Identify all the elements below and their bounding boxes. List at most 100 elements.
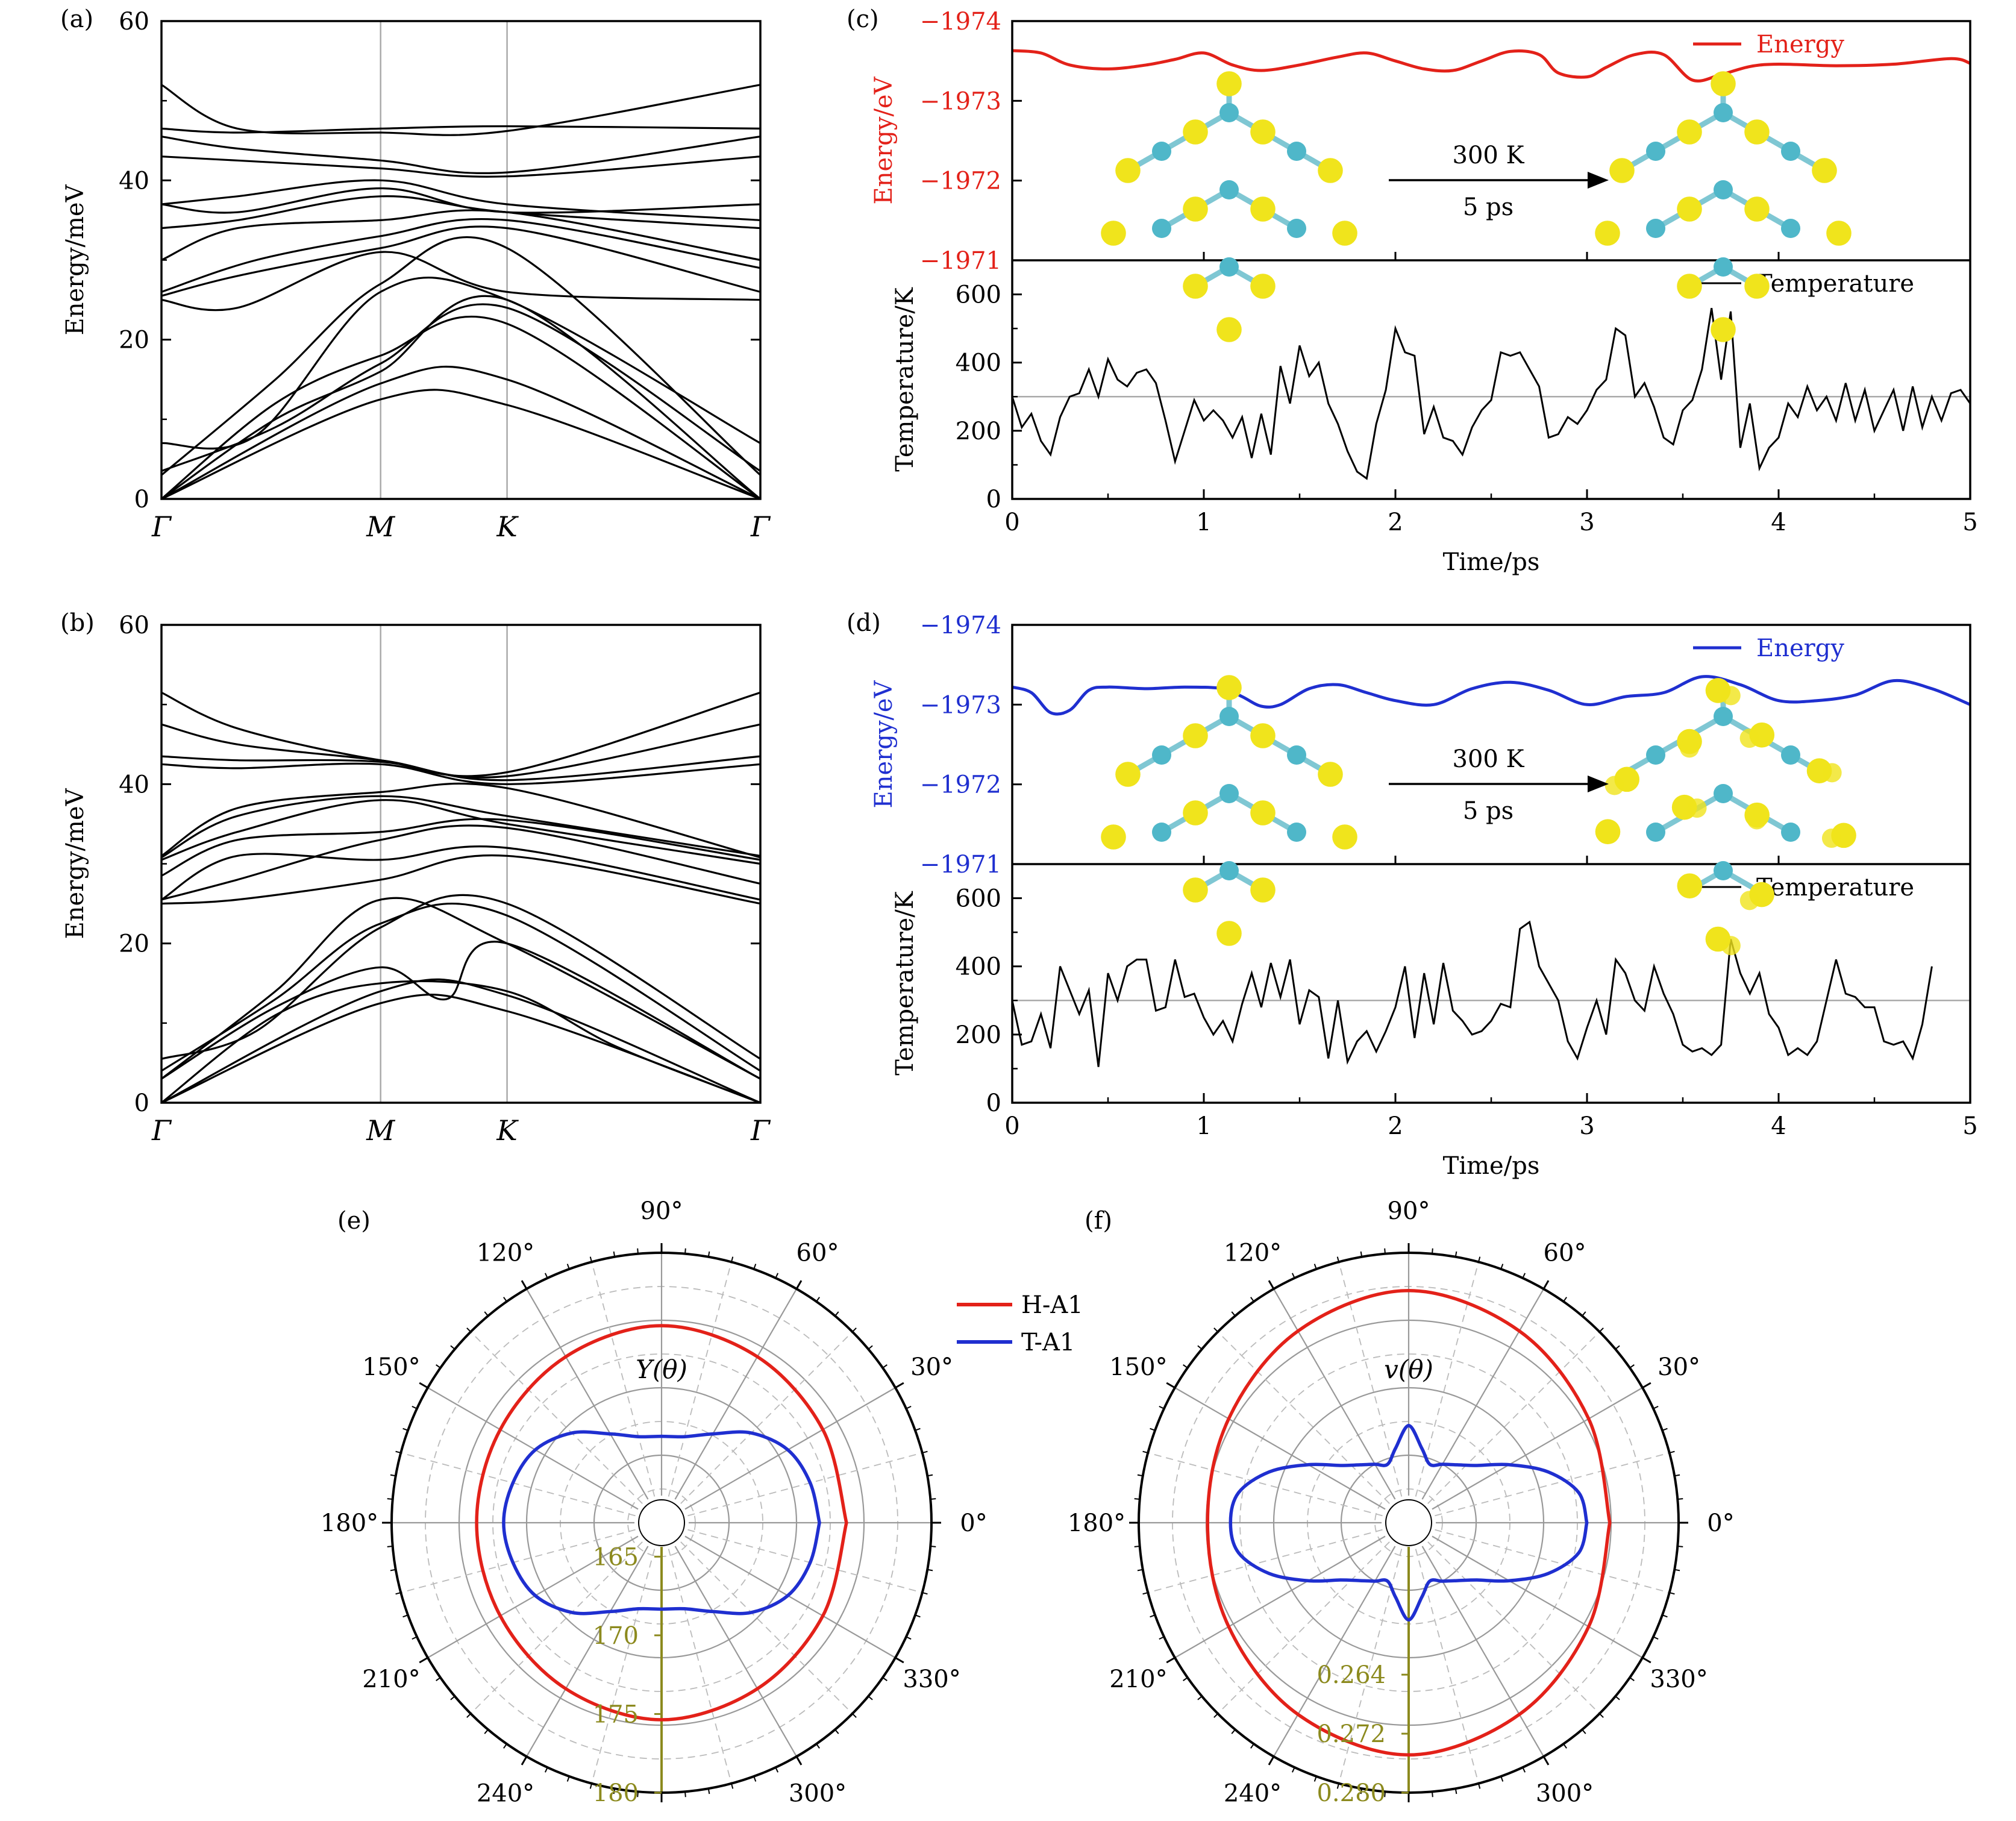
angle-minor-tick bbox=[753, 1776, 757, 1782]
angle-minor-tick bbox=[412, 1636, 418, 1640]
angle-minor-tick bbox=[412, 1405, 418, 1409]
chalcogen-atom bbox=[1183, 877, 1208, 903]
angle-minor-tick bbox=[753, 1264, 757, 1270]
polar-spoke bbox=[1174, 1535, 1386, 1658]
phonon-band-12 bbox=[161, 799, 761, 865]
angle-minor-tick bbox=[775, 1273, 779, 1279]
angle-minor-tick bbox=[1653, 1636, 1659, 1640]
panel-label: (c) bbox=[847, 5, 879, 33]
temperature-tick-label: 0 bbox=[986, 486, 1001, 513]
angle-minor-tick bbox=[1291, 1767, 1295, 1773]
angle-minor-tick bbox=[1500, 1776, 1504, 1782]
angle-tick bbox=[1642, 1656, 1651, 1664]
phonon-band-14 bbox=[161, 782, 761, 859]
panel-label: (b) bbox=[60, 609, 95, 637]
angle-minor-tick bbox=[922, 1591, 928, 1595]
chalcogen-atom bbox=[1721, 936, 1741, 956]
x-tick-label: K bbox=[496, 510, 519, 543]
angle-minor-tick bbox=[1142, 1450, 1148, 1454]
phonon-band-8 bbox=[161, 251, 761, 312]
phonon-band-7 bbox=[160, 236, 762, 476]
chalcogen-atom bbox=[1821, 829, 1841, 848]
angle-minor-tick bbox=[1250, 1743, 1254, 1749]
angle-minor-tick bbox=[1669, 1591, 1675, 1595]
chalcogen-atom bbox=[1332, 824, 1357, 850]
temperature-tick-label: 400 bbox=[956, 953, 1001, 981]
metal-atom bbox=[1781, 142, 1800, 161]
angle-tick bbox=[1542, 1280, 1550, 1290]
angle-minor-tick bbox=[915, 1428, 921, 1431]
x-tick-label: Γ bbox=[750, 510, 771, 543]
angle-minor-tick bbox=[544, 1273, 548, 1279]
legend-label-t-a1: T-A1 bbox=[1021, 1329, 1075, 1356]
metal-atom bbox=[1152, 219, 1171, 238]
chalcogen-atom bbox=[1216, 675, 1242, 700]
angle-minor-tick bbox=[1432, 1248, 1433, 1254]
polar-curve-t-a1 bbox=[1229, 1423, 1589, 1622]
polar-spoke bbox=[1148, 1452, 1383, 1517]
temperature-tick-label: 600 bbox=[956, 281, 1001, 309]
x-tick-label: 3 bbox=[1579, 1112, 1594, 1140]
chalcogen-atom bbox=[1739, 891, 1759, 910]
angle-tick-label: 150° bbox=[362, 1353, 420, 1381]
radial-tick-label: 0.264 bbox=[1316, 1661, 1386, 1689]
phonon-band-8 bbox=[161, 854, 761, 905]
energy-tick-label: −1971 bbox=[920, 247, 1001, 275]
metal-atom bbox=[1152, 142, 1171, 161]
phonon-band-13 bbox=[161, 187, 761, 214]
energy-tick-label: −1974 bbox=[920, 612, 1001, 639]
angle-minor-tick bbox=[927, 1569, 933, 1572]
energy-tick-label: −1971 bbox=[920, 851, 1001, 879]
metal-atom bbox=[1287, 142, 1306, 161]
y-tick-label: 20 bbox=[119, 930, 149, 958]
polar-spoke bbox=[1427, 1541, 1600, 1714]
metal-atom bbox=[1781, 745, 1800, 765]
polar-spoke bbox=[1217, 1331, 1390, 1504]
energy-axis-label: Energy/eV bbox=[870, 76, 898, 204]
inset-arrowhead bbox=[1588, 776, 1609, 792]
angle-minor-tick bbox=[395, 1450, 401, 1454]
angle-minor-tick bbox=[484, 1311, 489, 1317]
angle-minor-tick bbox=[436, 1677, 441, 1681]
angle-tick bbox=[1166, 1656, 1175, 1664]
angle-minor-tick bbox=[927, 1474, 933, 1477]
angle-minor-tick bbox=[1563, 1297, 1567, 1302]
angle-minor-tick bbox=[1662, 1614, 1668, 1618]
angle-minor-tick bbox=[834, 1729, 839, 1734]
chalcogen-atom bbox=[1747, 810, 1767, 830]
polar-spoke bbox=[680, 1541, 853, 1714]
phonon-band-18 bbox=[161, 691, 761, 777]
chalcogen-atom bbox=[1115, 762, 1141, 787]
angle-minor-tick bbox=[1137, 1569, 1143, 1572]
angle-minor-tick bbox=[684, 1248, 686, 1254]
angle-minor-tick bbox=[1159, 1636, 1165, 1640]
radial-tick-label: 175 bbox=[593, 1700, 639, 1728]
chalcogen-atom bbox=[1711, 317, 1736, 342]
x-tick-label: 4 bbox=[1771, 509, 1786, 536]
angle-minor-tick bbox=[402, 1428, 409, 1431]
x-axis-label: Time/ps bbox=[1443, 548, 1540, 576]
panel-label: (e) bbox=[337, 1207, 371, 1235]
chalcogen-atom bbox=[1609, 158, 1635, 183]
chalcogen-atom bbox=[1101, 221, 1126, 246]
polar-spoke bbox=[668, 1262, 732, 1497]
chalcogen-atom bbox=[1183, 274, 1208, 299]
radial-tick-label: 0.272 bbox=[1316, 1720, 1386, 1748]
angle-tick-label: 240° bbox=[477, 1780, 534, 1808]
temperature-tick-label: 400 bbox=[956, 349, 1001, 377]
metal-atom bbox=[1152, 745, 1171, 765]
angle-tick-label: 60° bbox=[1544, 1239, 1586, 1267]
temperature-axis-label: Temperature/K bbox=[891, 287, 919, 472]
angle-minor-tick bbox=[906, 1405, 912, 1409]
metal-atom bbox=[1219, 180, 1239, 199]
angle-minor-tick bbox=[882, 1677, 887, 1681]
angle-minor-tick bbox=[868, 1345, 873, 1350]
angle-minor-tick bbox=[1134, 1546, 1140, 1547]
x-tick-label: 2 bbox=[1388, 509, 1403, 536]
metal-atom bbox=[1287, 745, 1306, 765]
chalcogen-atom bbox=[1183, 723, 1208, 748]
angle-minor-tick bbox=[1477, 1783, 1481, 1789]
inset-structure bbox=[1595, 678, 1856, 956]
angle-minor-tick bbox=[387, 1546, 393, 1547]
metal-atom bbox=[1219, 707, 1239, 726]
